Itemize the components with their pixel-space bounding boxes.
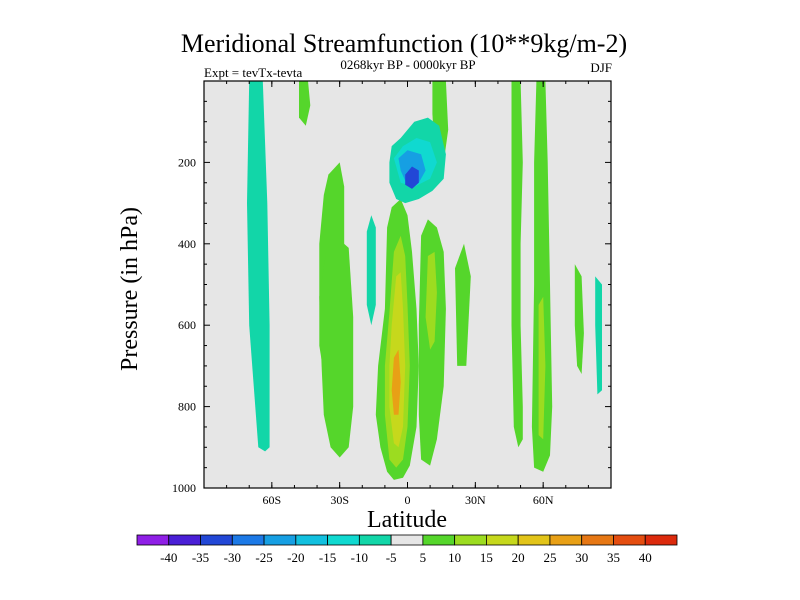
chart-title: Meridional Streamfunction (10**9kg/m-2)	[181, 29, 627, 58]
x-tick-label: 60S	[262, 493, 281, 507]
x-axis: 60S 30S 0 30N 60N	[226, 81, 589, 507]
x-tick-label: 30S	[330, 493, 349, 507]
colorbar-box	[644, 534, 678, 546]
colorbar-label: -5	[386, 550, 397, 565]
region-green-col-38s	[319, 235, 354, 458]
colorbar-label: -20	[287, 550, 304, 565]
region-blue-core	[405, 166, 419, 189]
colorbar: -40 -35 -30 -25 -20 -15 -10 -5 5 10 15 20 25 30 35 40	[136, 534, 678, 565]
region-cyan-col-62s	[258, 361, 268, 440]
x-tick-label: 0	[405, 493, 411, 507]
colorbar-label: -15	[319, 550, 336, 565]
colorbar-box	[390, 534, 424, 546]
region-cyan-col-86n	[595, 276, 602, 395]
y-axis-label: Pressure (in hPa)	[117, 207, 143, 371]
colorbar-label: 15	[480, 550, 493, 565]
y-tick-label: 1000	[172, 481, 196, 495]
region-green-col-50n	[511, 81, 523, 448]
right-string: DJF	[590, 60, 612, 75]
colorbar-box	[517, 534, 551, 546]
region-green-fringe-20n	[455, 243, 471, 366]
region-yellow-blob-10n	[425, 251, 437, 350]
colorbar-label: 35	[607, 550, 620, 565]
center-string: 0268kyr BP - 0000kyr BP	[340, 57, 475, 72]
x-tick-label: 30N	[465, 493, 486, 507]
colorbar-label: -25	[255, 550, 272, 565]
colorbar-box	[358, 534, 392, 546]
region-cyan-col-60s	[247, 81, 270, 452]
colorbar-label: 30	[575, 550, 588, 565]
colorbar-box	[454, 534, 487, 546]
colorbar-box	[549, 534, 583, 546]
colorbar-box	[200, 534, 233, 546]
colorbar-label: 25	[543, 550, 556, 565]
colorbar-box	[136, 534, 170, 546]
colorbar-label: -35	[192, 550, 209, 565]
colorbar-box	[168, 534, 201, 546]
y-tick-label: 200	[178, 155, 196, 169]
y-tick-label: 600	[178, 318, 196, 332]
left-string: Expt = tevTx-tevta	[204, 65, 303, 80]
region-yellow-col-60n	[538, 296, 546, 440]
colorbar-label: 10	[448, 550, 461, 565]
contour-regions	[247, 81, 602, 480]
colorbar-box	[295, 534, 328, 546]
colorbar-box	[486, 534, 519, 546]
region-cyan-col-15s	[366, 215, 376, 326]
region-green-col-60n	[531, 81, 553, 472]
colorbar-label: -40	[160, 550, 177, 565]
colorbar-box	[231, 534, 265, 546]
colorbar-label: -30	[224, 550, 241, 565]
colorbar-box	[263, 534, 297, 546]
colorbar-label: 40	[639, 550, 652, 565]
colorbar-box	[581, 534, 614, 546]
region-green-col-72n	[574, 264, 584, 374]
x-axis-label: Latitude	[367, 507, 447, 533]
colorbar-label: 5	[420, 550, 427, 565]
colorbar-label: -10	[351, 550, 368, 565]
region-red-core-eq	[391, 349, 401, 415]
x-tick-label: 60N	[533, 493, 554, 507]
y-tick-label: 400	[178, 237, 196, 251]
y-tick-label: 800	[178, 400, 196, 414]
y-axis: 200 400 600 800 1000	[172, 100, 611, 495]
colorbar-box	[613, 534, 646, 546]
colorbar-box	[422, 534, 456, 546]
colorbar-label: 20	[512, 550, 525, 565]
colorbar-box	[327, 534, 360, 546]
region-green-blob-80s	[299, 81, 311, 126]
